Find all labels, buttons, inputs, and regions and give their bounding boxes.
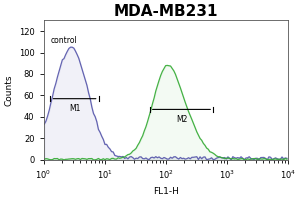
Text: M1: M1: [69, 104, 80, 113]
Title: MDA-MB231: MDA-MB231: [113, 4, 218, 19]
Text: M2: M2: [176, 115, 187, 124]
X-axis label: FL1-H: FL1-H: [153, 187, 178, 196]
Text: control: control: [50, 36, 77, 45]
Y-axis label: Counts: Counts: [4, 74, 13, 106]
